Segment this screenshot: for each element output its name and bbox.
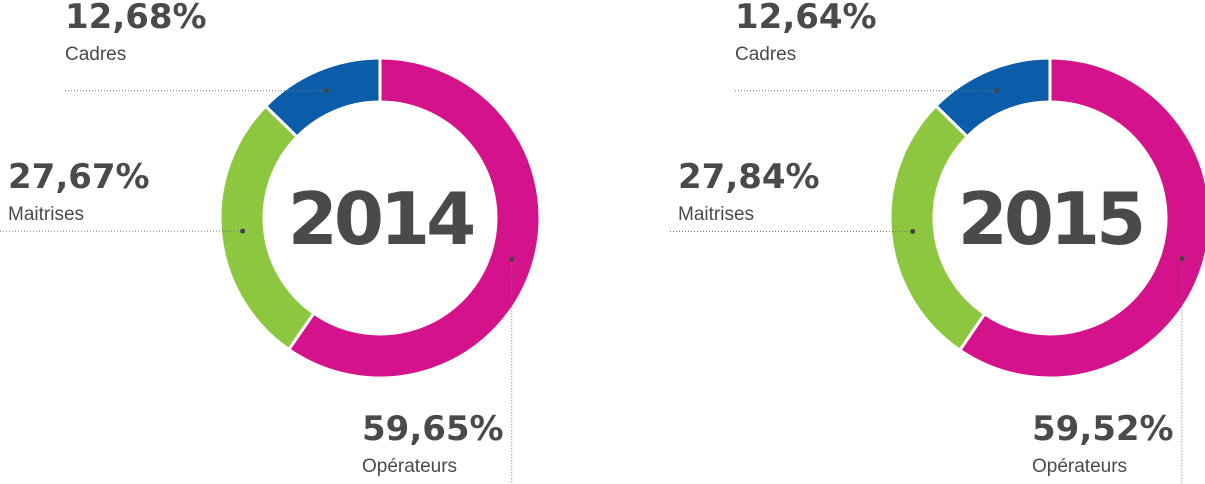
leader-dot xyxy=(323,88,329,94)
category-label: Maitrises xyxy=(8,204,84,225)
leader-dot xyxy=(994,88,1000,94)
value-label: 59,52% xyxy=(1032,409,1174,449)
chart-title: 2014 xyxy=(288,177,473,261)
category-label: Opérateurs xyxy=(362,456,457,477)
leader-dot xyxy=(509,256,515,262)
leader-dot xyxy=(1179,256,1185,262)
category-label: Maitrises xyxy=(678,204,754,225)
category-label: Opérateurs xyxy=(1032,456,1127,477)
donut-segment xyxy=(888,103,987,353)
category-label: Cadres xyxy=(735,44,796,65)
category-label: Cadres xyxy=(65,44,126,65)
value-label: 12,64% xyxy=(735,0,877,37)
value-label: 27,67% xyxy=(8,157,150,197)
value-label: 59,65% xyxy=(362,409,504,449)
value-label: 27,84% xyxy=(678,157,820,197)
value-label: 12,68% xyxy=(65,0,207,37)
donut-segment xyxy=(218,104,316,352)
leader-dot xyxy=(240,228,246,234)
donut-segment xyxy=(957,56,1205,380)
leader-dot xyxy=(910,229,916,235)
chart-title: 2015 xyxy=(958,177,1142,261)
donut-segment xyxy=(286,56,542,380)
